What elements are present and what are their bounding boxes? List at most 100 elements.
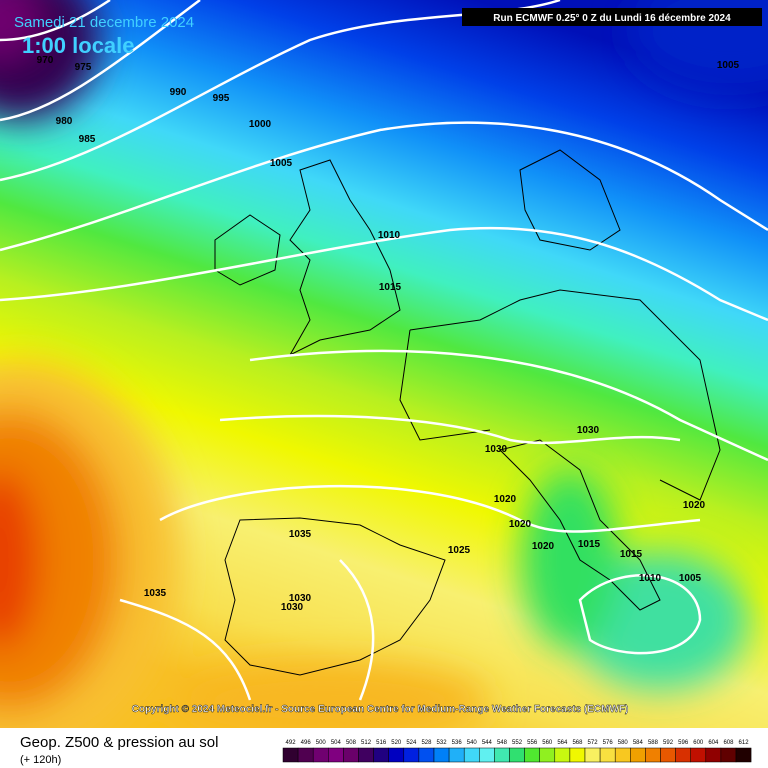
legend-swatch [433, 747, 450, 763]
run-info: Run ECMWF 0.25° 0 Z du Lundi 16 décembre… [493, 13, 731, 24]
legend-label: 596 [678, 740, 689, 746]
legend-swatch [630, 747, 646, 763]
time: 1:00 locale [22, 33, 135, 58]
legend-swatch [705, 747, 722, 763]
run-box [462, 8, 762, 26]
legend-label: 548 [497, 740, 508, 746]
date: Samedi 21 decembre 2024 [14, 14, 194, 31]
isobar-label: 1015 [379, 282, 402, 293]
legend-swatch [312, 747, 329, 763]
isobar-label: 1020 [509, 519, 532, 530]
isobar-label: 1010 [639, 573, 662, 584]
legend-label: 532 [437, 740, 448, 746]
legend-label: 568 [572, 740, 583, 746]
footer-subtitle: (+ 120h) [20, 754, 61, 766]
isobar-label: 1035 [289, 529, 312, 540]
legend-label: 540 [467, 740, 478, 746]
legend-swatch [524, 747, 540, 763]
isobar-label: 995 [213, 93, 230, 104]
isobar-label: 1035 [144, 588, 167, 599]
legend-label: 584 [633, 740, 644, 746]
legend-label: 500 [316, 740, 327, 746]
legend-label: 552 [512, 740, 523, 746]
legend-swatch [675, 747, 691, 763]
legend-swatch [554, 747, 571, 763]
legend-swatch [388, 747, 405, 763]
isobar-label: 985 [79, 134, 96, 145]
legend-label: 592 [663, 740, 674, 746]
legend-label: 544 [482, 740, 493, 746]
copyright: Copyright © 2024 Meteociel.fr - Source E… [132, 704, 629, 715]
legend-label: 496 [301, 740, 312, 746]
isobar-label: 1005 [270, 158, 293, 169]
legend-swatch [690, 747, 707, 763]
legend-swatch [539, 747, 556, 763]
legend-label: 588 [648, 740, 659, 746]
legend-label: 492 [286, 740, 297, 746]
isobar-label: 1005 [717, 60, 740, 71]
legend-label: 576 [603, 740, 614, 746]
isobar-label: 1005 [679, 573, 702, 584]
legend-label: 512 [361, 740, 372, 746]
legend-label: 524 [406, 740, 417, 746]
legend-swatch [358, 747, 374, 763]
legend-swatch [328, 747, 344, 763]
footer-title: Geop. Z500 & pression au sol [20, 734, 218, 751]
color-legend: 492 496 500 504 508 512 516 520 524 528 532 536 540 5… [282, 740, 752, 763]
legend-label: 520 [391, 740, 402, 746]
legend-swatch [599, 747, 616, 763]
legend-label: 604 [708, 740, 719, 746]
isobar-label: 1030 [577, 425, 600, 436]
legend-swatch [373, 747, 389, 763]
legend-label: 504 [331, 740, 342, 746]
isobar-label: 975 [75, 62, 92, 73]
legend-label: 556 [527, 740, 538, 746]
legend-swatch [418, 747, 435, 763]
legend-swatch [720, 747, 737, 763]
legend-swatch [584, 747, 601, 763]
legend-swatch [297, 747, 314, 763]
isobar-label: 970 [37, 55, 54, 66]
legend-label: 564 [557, 740, 568, 746]
legend-label: 572 [588, 740, 599, 746]
legend-label: 580 [618, 740, 629, 746]
legend-swatch [660, 747, 676, 763]
legend-label: 612 [739, 740, 750, 746]
legend-label: 600 [693, 740, 704, 746]
isobar-label: 1030 [281, 602, 304, 613]
legend-swatch [735, 747, 752, 763]
legend-label: 536 [452, 740, 463, 746]
legend-swatch [494, 747, 510, 763]
isobar-lines [0, 0, 768, 700]
legend-swatch [645, 747, 661, 763]
legend-label: 560 [542, 740, 553, 746]
isobar-label: 1020 [683, 500, 706, 511]
legend-swatch [343, 747, 359, 763]
legend-label: 508 [346, 740, 357, 746]
legend-swatch [614, 747, 631, 763]
isobar-label: 1020 [532, 541, 555, 552]
legend-swatch [448, 747, 465, 763]
isobar-label: 1025 [448, 545, 471, 556]
legend-label: 516 [376, 740, 387, 746]
legend-swatch [463, 747, 480, 763]
isobar-label: 1030 [485, 444, 508, 455]
isobar-label: 990 [170, 87, 187, 98]
isobar-label: 980 [56, 116, 73, 127]
isobar-label: 1030 [289, 593, 312, 604]
isobar-label: 1015 [620, 549, 643, 560]
legend-label: 608 [723, 740, 734, 746]
legend-swatch [569, 747, 586, 763]
legend-swatch [479, 747, 495, 763]
isobar-label: 1010 [378, 230, 401, 241]
legend-swatch [403, 747, 420, 763]
isobar-label: 1000 [249, 119, 272, 130]
isobar-label: 1020 [494, 494, 517, 505]
legend-label: 528 [421, 740, 432, 746]
legend-swatch [509, 747, 525, 763]
legend-swatch [282, 747, 299, 763]
isobar-label: 1015 [578, 539, 601, 550]
